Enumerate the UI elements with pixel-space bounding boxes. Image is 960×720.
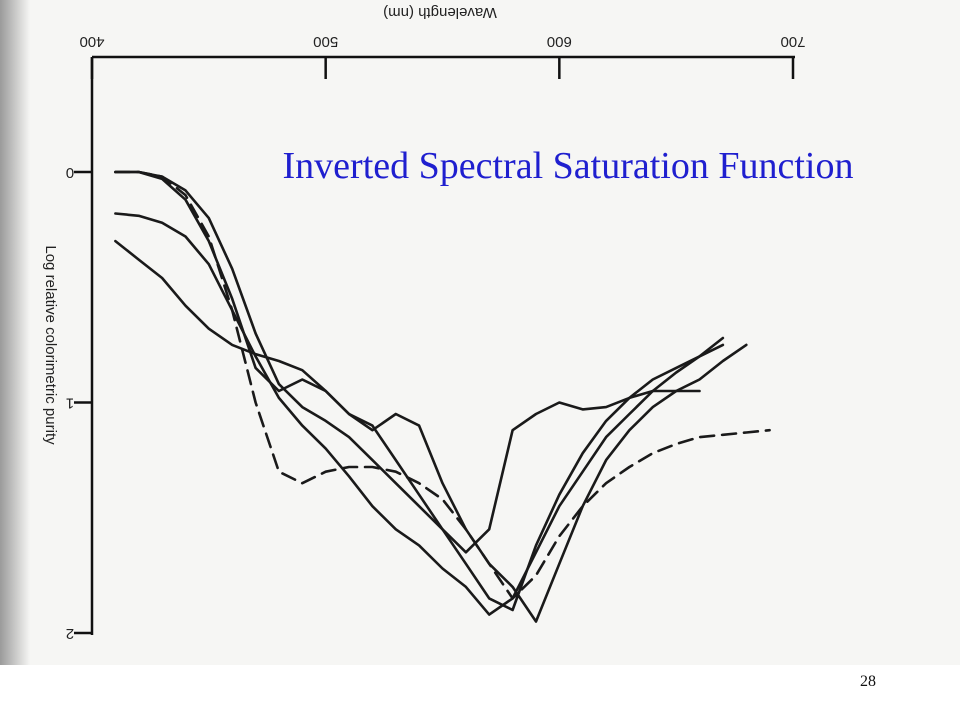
x-tick-label: 400 xyxy=(79,33,104,50)
x-tick-label: 600 xyxy=(547,33,572,50)
data-line xyxy=(114,170,701,554)
data-line xyxy=(114,170,771,600)
y-axis-label: Log relative colorimetric purity xyxy=(42,245,59,445)
page-number: 28 xyxy=(860,673,876,690)
scan-edge xyxy=(0,0,30,665)
scan-background xyxy=(0,0,960,665)
x-tick-label: 700 xyxy=(780,33,805,50)
y-tick-label: 0 xyxy=(66,164,74,181)
y-tick-label: 2 xyxy=(66,625,74,642)
slide-title: Inverted Spectral Saturation Function xyxy=(283,145,854,187)
data-line xyxy=(114,170,725,612)
x-tick-label: 500 xyxy=(313,33,338,50)
data-line xyxy=(114,212,725,616)
y-tick-label: 1 xyxy=(66,395,74,412)
x-axis-label: Wavelength (nm) xyxy=(383,4,497,21)
data-line xyxy=(114,239,748,623)
